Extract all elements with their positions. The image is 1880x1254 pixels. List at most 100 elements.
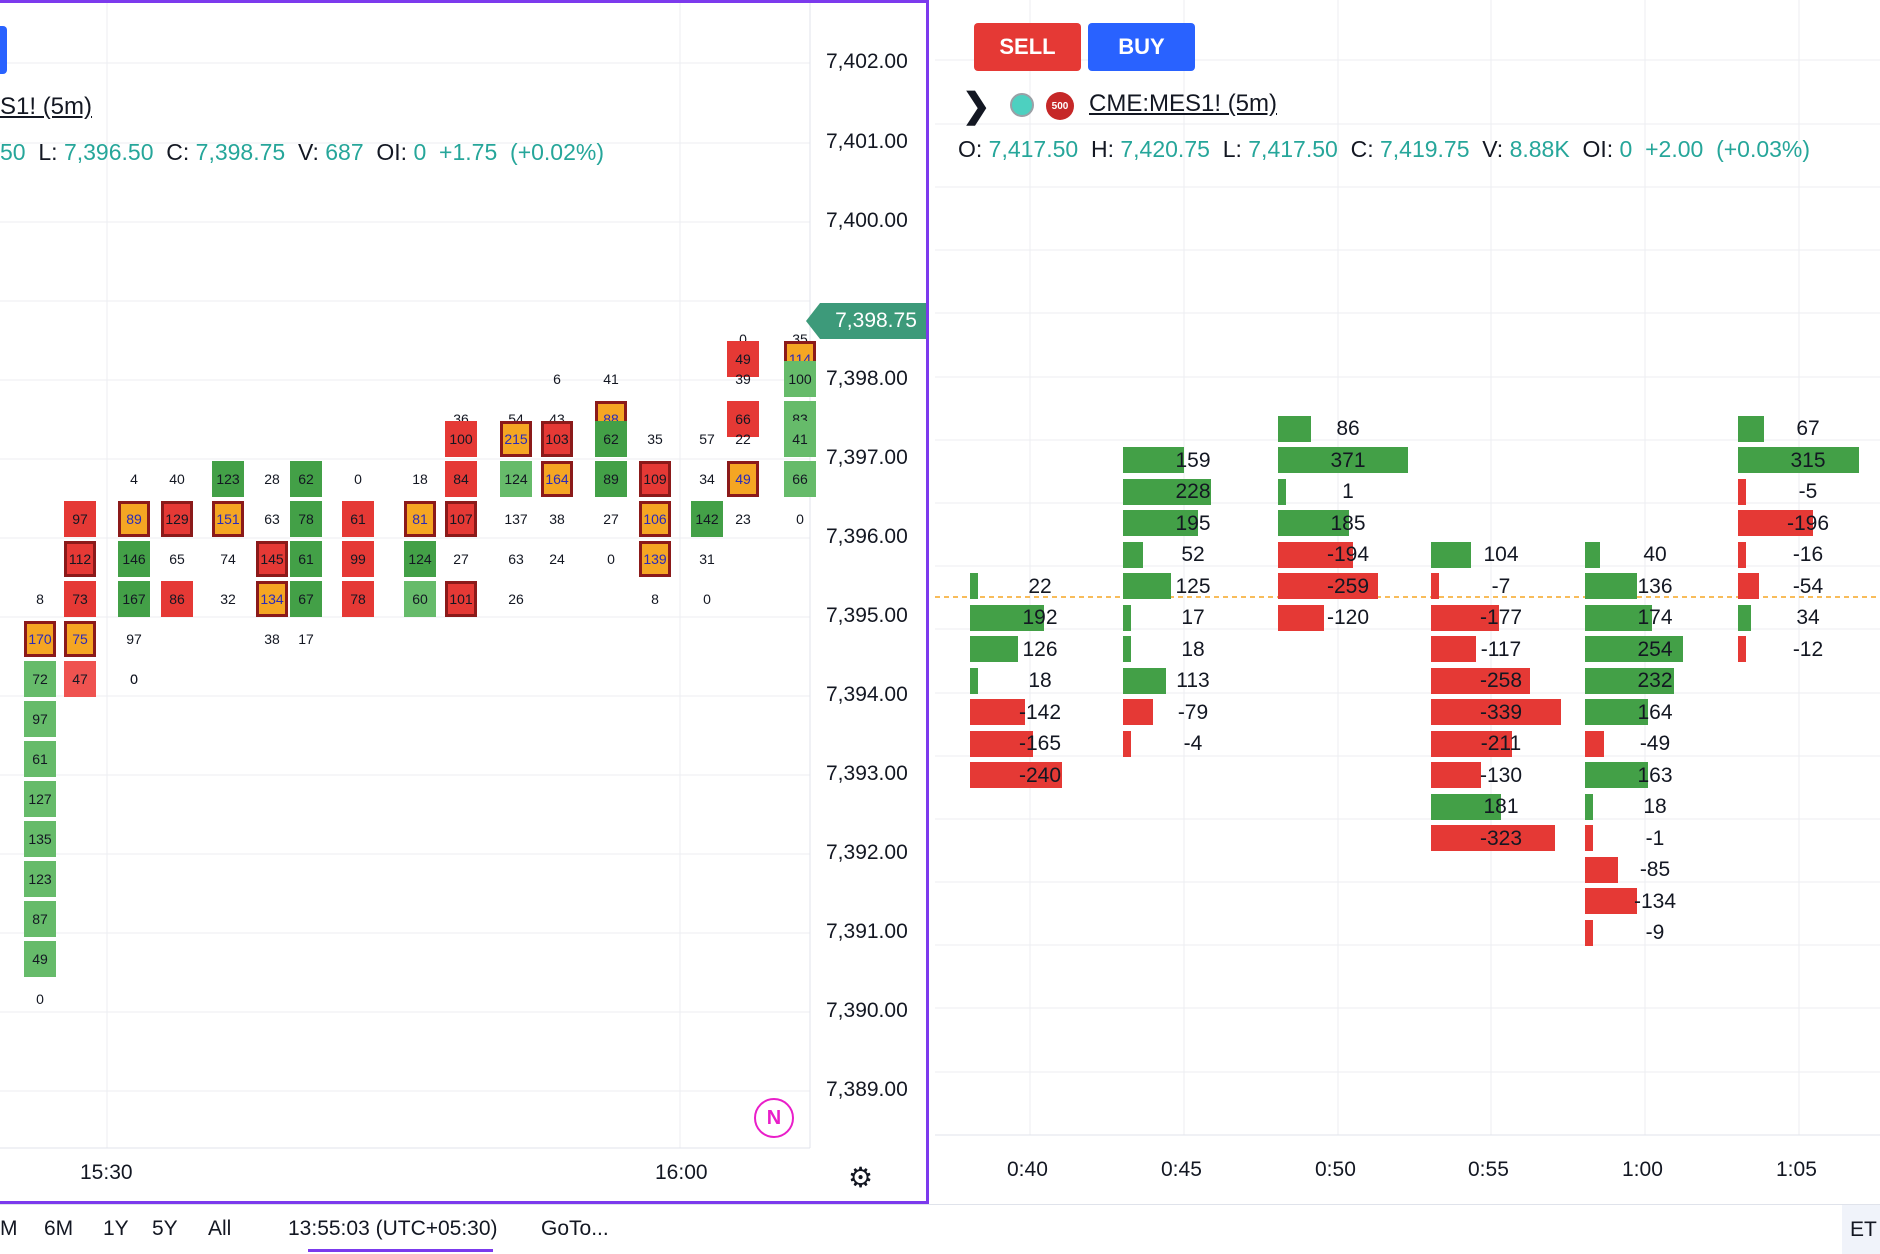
left-grid bbox=[0, 3, 811, 1149]
right-symbol-link[interactable]: CME:MES1! (5m) bbox=[1089, 90, 1278, 117]
volume-delta-value: -258 bbox=[1479, 669, 1523, 692]
range-6m[interactable]: 6M bbox=[44, 1217, 74, 1240]
volume-delta-value: -117 bbox=[1480, 637, 1522, 661]
price-axis-label: 7,395.00 bbox=[826, 604, 908, 627]
volume-delta-bar bbox=[1123, 573, 1172, 599]
range-all[interactable]: All bbox=[208, 1217, 232, 1240]
footprint-cell: 38 bbox=[549, 511, 565, 527]
volume-delta-value: -1 bbox=[1645, 826, 1665, 850]
news-badge[interactable]: N bbox=[754, 1098, 794, 1138]
footprint-cell: 139 bbox=[639, 541, 671, 577]
clock-timezone[interactable]: 13:55:03 (UTC+05:30) bbox=[288, 1217, 498, 1240]
volume-delta-value: 174 bbox=[1637, 606, 1673, 629]
volume-delta-value: -142 bbox=[1018, 700, 1062, 724]
left-symbol-link[interactable]: S1! (5m) bbox=[0, 93, 93, 120]
volume-delta-bar bbox=[1431, 793, 1501, 820]
volume-delta-bar bbox=[1278, 478, 1286, 505]
footprint-cell: 47 bbox=[64, 661, 96, 697]
footprint-cell: 60 bbox=[404, 581, 436, 617]
volume-delta-bar bbox=[1585, 888, 1637, 914]
footprint-cell: 0 bbox=[130, 671, 138, 687]
volume-delta-bar bbox=[1585, 730, 1604, 757]
price-axis-label: 7,402.00 bbox=[826, 50, 908, 73]
left-open-partial: 50 bbox=[0, 139, 26, 165]
footprint-cell: 32 bbox=[220, 591, 236, 607]
footprint-cell: 100 bbox=[784, 361, 816, 397]
range-m[interactable]: M bbox=[0, 1217, 18, 1240]
right-time-label: 0:40 bbox=[1007, 1158, 1048, 1181]
footprint-cell: 78 bbox=[290, 501, 322, 537]
goto-button[interactable]: GoTo... bbox=[541, 1217, 609, 1240]
volume-delta-value: -196 bbox=[1786, 511, 1830, 535]
footprint-cell: 23 bbox=[735, 511, 751, 527]
volume-delta-value: 371 bbox=[1330, 448, 1366, 472]
gear-icon[interactable]: ⚙ bbox=[848, 1162, 874, 1193]
volume-delta-value: 163 bbox=[1637, 763, 1673, 787]
volume-delta-value: -323 bbox=[1479, 826, 1523, 850]
et-button[interactable]: ET bbox=[1842, 1205, 1880, 1254]
volume-delta-value: 181 bbox=[1483, 795, 1519, 818]
right-change-pct: (+0.03%) bbox=[1716, 136, 1811, 162]
footprint-cell: 28 bbox=[264, 471, 280, 487]
right-chart-pane[interactable]: SELL BUY bbox=[935, 0, 1880, 1204]
volume-delta-bar bbox=[1431, 604, 1500, 631]
footprint-cell: 101 bbox=[445, 581, 477, 617]
right-change: +2.00 bbox=[1645, 136, 1704, 162]
volume-delta-bar bbox=[1278, 604, 1325, 631]
footprint-cell: 62 bbox=[290, 461, 322, 497]
left-time-label-1530: 15:30 bbox=[80, 1161, 133, 1184]
buy-button-partial[interactable] bbox=[0, 26, 7, 74]
volume-delta-value: -339 bbox=[1479, 700, 1523, 724]
volume-delta-value: 17 bbox=[1181, 606, 1205, 629]
buy-button[interactable]: BUY bbox=[1088, 23, 1195, 71]
volume-delta-bar bbox=[1278, 541, 1353, 568]
footprint-cell: 26 bbox=[508, 591, 524, 607]
left-low-key: L: bbox=[38, 139, 58, 165]
volume-delta-bar bbox=[970, 762, 1063, 788]
volume-delta-value: 126 bbox=[1022, 637, 1058, 661]
footprint-cell: 134 bbox=[256, 581, 288, 617]
price-axis-label: 7,397.00 bbox=[826, 446, 908, 469]
left-chart-pane[interactable]: S1! (5m) 50 L: 7,396.50 C: 7,398.75 V: 6… bbox=[0, 0, 929, 1204]
volume-delta-value: 195 bbox=[1175, 511, 1211, 535]
footprint-cell: 103 bbox=[541, 421, 573, 457]
volume-delta-bar bbox=[1123, 541, 1143, 568]
volume-delta-bar bbox=[1278, 510, 1350, 536]
footprint-cell: 24 bbox=[549, 551, 565, 567]
footprint-cell: 38 bbox=[264, 631, 280, 647]
footprint-cell: 49 bbox=[727, 461, 759, 497]
volume-delta-value: -12 bbox=[1792, 637, 1824, 661]
volume-delta-bar bbox=[1431, 541, 1471, 568]
footprint-cell: 89 bbox=[595, 461, 627, 497]
volume-delta-bar bbox=[1123, 478, 1211, 505]
left-close: 7,398.75 bbox=[195, 139, 286, 165]
volume-delta-value: 232 bbox=[1637, 669, 1673, 692]
price-axis-label: 7,393.00 bbox=[826, 762, 908, 785]
footprint-cell: 135 bbox=[24, 821, 56, 857]
footprint-cell: 89 bbox=[118, 501, 150, 537]
chevron-right-icon[interactable]: ❯ bbox=[962, 87, 991, 125]
footprint-cell: 22 bbox=[735, 431, 751, 447]
volume-delta-bar bbox=[970, 699, 1025, 725]
footprint-cell: 87 bbox=[24, 901, 56, 937]
status-dot-icon bbox=[1010, 93, 1034, 117]
footprint-cell: 124 bbox=[404, 541, 436, 577]
range-1y[interactable]: 1Y bbox=[103, 1217, 129, 1240]
footprint-cell: 31 bbox=[699, 551, 715, 567]
footprint-cell: 4 bbox=[130, 471, 138, 487]
footprint-cell: 8 bbox=[36, 591, 44, 607]
footprint-cell: 0 bbox=[354, 471, 362, 487]
volume-delta-value: 52 bbox=[1181, 543, 1205, 566]
left-oi: 0 bbox=[413, 139, 427, 165]
volume-delta-value: -120 bbox=[1326, 606, 1370, 629]
footprint-cell: 65 bbox=[169, 551, 185, 567]
volume-delta-value: -177 bbox=[1479, 606, 1523, 629]
range-5y[interactable]: 5Y bbox=[152, 1217, 178, 1240]
right-close-key: C: bbox=[1350, 136, 1374, 162]
footprint-cell: 129 bbox=[161, 501, 193, 537]
volume-delta-value: 254 bbox=[1637, 637, 1673, 661]
volume-delta-bar bbox=[1738, 447, 1860, 473]
right-open: 7,417.50 bbox=[988, 136, 1079, 162]
sell-button[interactable]: SELL bbox=[974, 23, 1081, 71]
volume-delta-value: 125 bbox=[1175, 574, 1211, 598]
